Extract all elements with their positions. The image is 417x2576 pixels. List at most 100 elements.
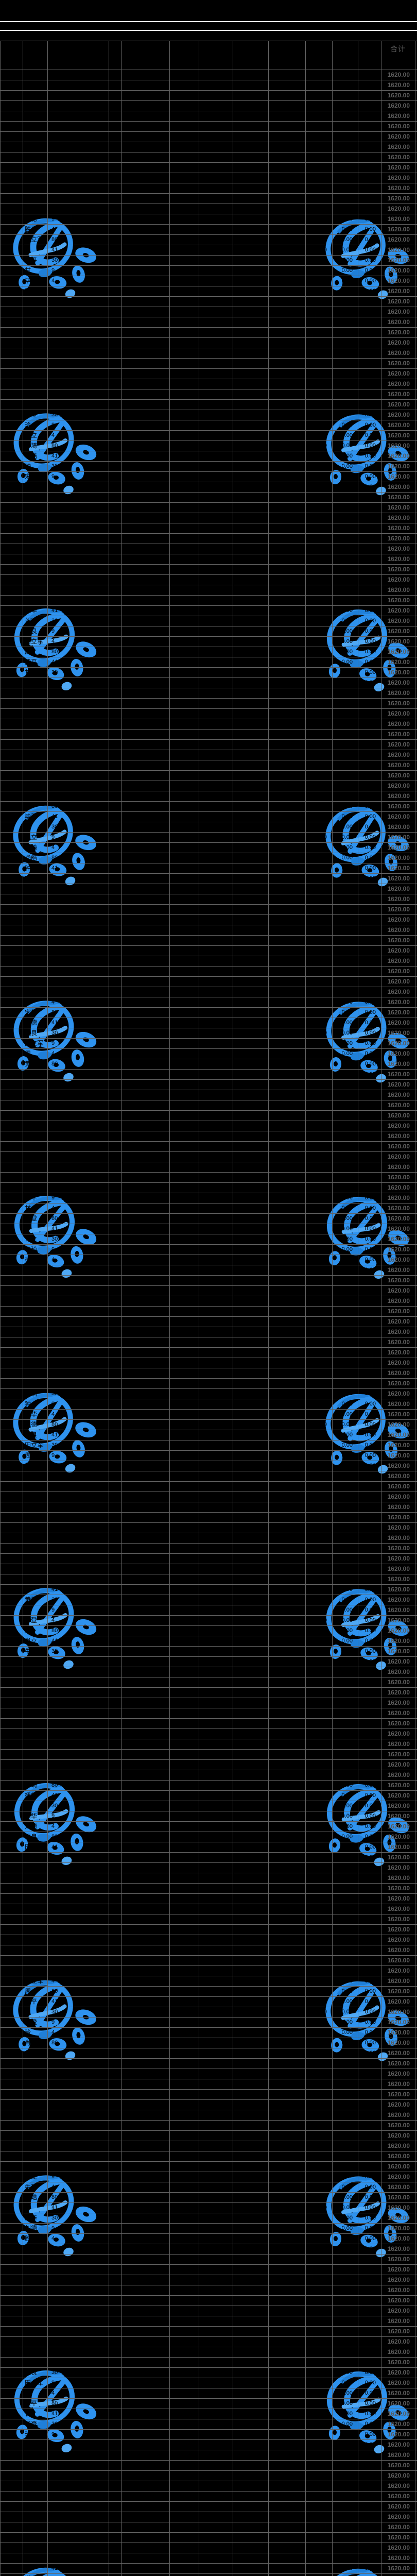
- zero-amount-cell: 0.00: [364, 535, 376, 541]
- zero-amount-cell: 0.00: [341, 556, 353, 562]
- row-total-cell: 1620.00: [387, 1885, 410, 1892]
- number-underlay-cell: 9: [51, 731, 55, 737]
- zero-amount-cell: 0.00: [316, 298, 327, 304]
- table-row: 宋华 4 0.00 0.00 0.00 1620.00: [0, 740, 417, 750]
- zero-amount-cell: 0.00: [316, 638, 327, 645]
- zero-amount-cell: 0.00: [341, 2287, 353, 2293]
- table-row: 宋华 80 0.00 0.00 0.00 1620.00: [0, 2347, 417, 2358]
- zero-amount-cell: 0.00: [316, 1875, 327, 1881]
- zero-amount-cell: 0.00: [364, 1865, 376, 1871]
- zero-amount-cell: 0.00: [364, 2112, 376, 2118]
- name-underlay-cell: 宋华: [25, 1946, 38, 1954]
- number-underlay-cell: 80: [51, 443, 58, 449]
- number-underlay-cell: 30: [51, 1494, 58, 1500]
- row-total-cell: 1620.00: [387, 957, 410, 964]
- zero-amount-cell: 0.00: [316, 1061, 327, 1067]
- zero-amount-cell: 0.00: [341, 216, 353, 222]
- zero-amount-cell: 0.00: [364, 1782, 376, 1788]
- table-row: 田立军 41 0.00 0.00 0.00 1620.00: [0, 503, 417, 513]
- zero-amount-cell: 0.00: [341, 484, 353, 490]
- number-underlay-cell: 30: [51, 1700, 58, 1706]
- number-underlay-cell: 9: [51, 216, 55, 222]
- name-underlay-cell: 黄平: [25, 257, 38, 264]
- zero-amount-cell: 0.00: [316, 1617, 327, 1623]
- zero-amount-cell: 0.00: [316, 566, 327, 572]
- zero-amount-cell: 0.00: [316, 401, 327, 408]
- zero-amount-cell: 0.00: [341, 257, 353, 263]
- table-row: 甘 30 0.00 0.00 0.00 1620.00: [0, 1337, 417, 1348]
- name-underlay-cell: 黄平: [25, 658, 38, 666]
- table-row: 玲 4 0.00 0.00 0.00 1620.00: [0, 2028, 417, 2038]
- zero-amount-cell: 0.00: [364, 82, 376, 88]
- zero-amount-cell: 0.00: [316, 618, 327, 624]
- number-underlay-cell: 4: [51, 1050, 55, 1057]
- table-row: 毕登 4 0.00 0.00 0.00 1620.00: [0, 276, 417, 286]
- zero-amount-cell: 0.00: [316, 391, 327, 397]
- zero-amount-cell: 0.00: [341, 494, 353, 500]
- name-underlay-cell: 胜良: [25, 2101, 38, 2108]
- number-underlay-cell: 4: [51, 896, 55, 902]
- zero-amount-cell: 0.00: [358, 2574, 378, 2576]
- number-underlay-cell: 30: [51, 1442, 58, 1448]
- number-underlay-cell: 4: [51, 741, 55, 748]
- name-underlay-cell: 宋华: [25, 2080, 38, 2088]
- zero-amount-cell: 0.00: [341, 1834, 353, 1840]
- zero-amount-cell: 0.00: [341, 1823, 353, 1829]
- name-underlay-cell: 宋华: [25, 1545, 38, 1552]
- row-total-cell: 1620.00: [387, 473, 410, 480]
- zero-amount-cell: 0.00: [316, 463, 327, 469]
- zero-amount-cell: 0.00: [364, 1483, 376, 1489]
- number-underlay-cell: 4: [51, 844, 55, 851]
- title-band-2: [0, 22, 417, 30]
- zero-amount-cell: 0.00: [316, 680, 327, 686]
- row-total-cell: 1620.00: [387, 875, 410, 882]
- zero-amount-cell: 0.00: [364, 721, 376, 727]
- zero-amount-cell: 0.00: [341, 1133, 353, 1139]
- zero-amount-cell: 0.00: [364, 1246, 376, 1252]
- zero-amount-cell: 0.00: [341, 1380, 353, 1386]
- row-total-cell: 1620.00: [387, 803, 410, 810]
- table-row: 宋华 30 0.00 0.00 0.00 1620.00: [0, 874, 417, 884]
- zero-amount-cell: 0.00: [341, 1174, 353, 1180]
- name-underlay-cell: 毕登: [25, 2286, 38, 2294]
- name-underlay-cell: 毕登: [25, 2019, 38, 2026]
- zero-amount-cell: 0.00: [341, 690, 353, 696]
- table-row: 毕登 80 0.00 0.00 0.00 1620.00: [0, 1884, 417, 1894]
- zero-amount-cell: 0.00: [364, 1452, 376, 1459]
- row-total-cell: 1620.00: [387, 1071, 410, 1078]
- row-total-cell: 1620.00: [387, 2420, 410, 2428]
- number-underlay-cell: 4: [51, 381, 55, 387]
- number-underlay-cell: 41: [51, 1947, 58, 1953]
- zero-amount-cell: 0.00: [316, 2266, 327, 2273]
- zero-amount-cell: 0.00: [364, 1061, 376, 1067]
- number-underlay-cell: 30: [51, 206, 58, 212]
- zero-amount-cell: 0.00: [364, 515, 376, 521]
- name-underlay-cell: 黄平: [25, 1060, 38, 1067]
- zero-amount-cell: 0.00: [364, 1092, 376, 1098]
- zero-amount-cell: 0.00: [341, 1751, 353, 1757]
- name-underlay-cell: 钟: [25, 1936, 31, 1943]
- zero-amount-cell: 0.00: [364, 319, 376, 325]
- zero-amount-cell: 0.00: [316, 133, 327, 140]
- name-underlay-cell: 钟: [25, 2472, 31, 2479]
- name-underlay-cell: 杨皓: [25, 2194, 38, 2201]
- zero-amount-cell: 0.00: [364, 1102, 376, 1108]
- table-row: 甘 9 0.00 0.00 0.00 1620.00: [0, 266, 417, 276]
- table-row: 田立军 4 0.00 0.00 0.00 1620.00: [0, 637, 417, 647]
- table-row: 毕登 4 0.00 0.00 0.00 1620.00: [0, 946, 417, 956]
- name-underlay-cell: 杨皓: [25, 1658, 38, 1665]
- zero-amount-cell: 0.00: [341, 1370, 353, 1376]
- zero-amount-cell: 0.00: [316, 216, 327, 222]
- name-underlay-cell: 肖立: [25, 164, 38, 171]
- zero-amount-cell: 0.00: [316, 546, 327, 552]
- name-underlay-cell: 钟: [25, 195, 31, 202]
- name-underlay-cell: 周: [25, 1318, 31, 1325]
- table-row: 胜良 41 0.00 0.00 0.00 1620.00: [0, 91, 417, 101]
- zero-amount-cell: 0.00: [364, 2174, 376, 2180]
- row-total-cell: 1620.00: [387, 339, 410, 346]
- zero-amount-cell: 0.00: [316, 669, 327, 675]
- zero-amount-cell: 0.00: [364, 638, 376, 645]
- table-row: 田立军 9 0.00 0.00 0.00 1620.00: [0, 1039, 417, 1049]
- zero-amount-cell: 0.00: [316, 824, 327, 830]
- row-total-cell: 1620.00: [387, 916, 410, 923]
